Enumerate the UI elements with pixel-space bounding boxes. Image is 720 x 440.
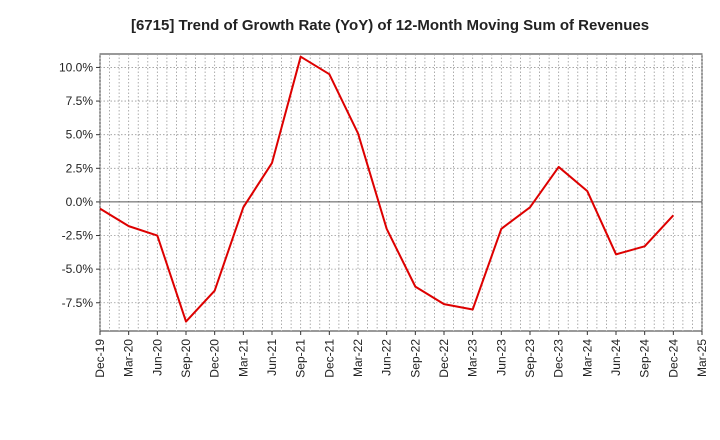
y-tick-label: 2.5%: [66, 161, 94, 175]
x-tick-label: Dec-22: [437, 339, 451, 378]
x-tick-label: Mar-23: [466, 339, 480, 377]
series-layer: [99, 55, 675, 323]
x-tick-label: Mar-25: [695, 339, 709, 377]
x-tick-label: Mar-22: [351, 339, 365, 377]
x-tick-label: Dec-19: [93, 339, 107, 378]
x-tick-label: Sep-21: [294, 339, 308, 378]
chart-title: [6715] Trend of Growth Rate (YoY) of 12-…: [131, 17, 649, 34]
x-tick-label: Mar-24: [580, 339, 594, 377]
x-tick-label: Sep-22: [408, 339, 422, 378]
y-tick-label: 5.0%: [66, 128, 94, 142]
x-tick-label: Sep-24: [638, 339, 652, 378]
y-tick-label: 7.5%: [66, 94, 94, 108]
x-tick-label: Sep-20: [179, 339, 193, 378]
y-tick-label: 10.0%: [59, 60, 93, 74]
grid: [99, 54, 703, 331]
y-tick-label: -5.0%: [62, 262, 94, 276]
y-axis: 10.0% 7.5% 5.0% 2.5% 0.0% -2.5% -5.0% -7.5%: [59, 60, 100, 310]
x-tick-label: Sep-23: [523, 339, 537, 378]
plot-area: [99, 53, 703, 332]
y-tick-label: 0.0%: [66, 195, 94, 209]
x-tick-label: Jun-20: [150, 339, 164, 376]
x-tick-label: Dec-20: [208, 339, 222, 378]
y-tick-label: -7.5%: [62, 296, 94, 310]
x-tick-label: Jun-23: [494, 339, 508, 376]
y-tick-label: -2.5%: [62, 229, 94, 243]
x-tick-label: Jun-22: [380, 339, 394, 376]
x-tick-label: Dec-23: [552, 339, 566, 378]
x-tick-label: Dec-24: [666, 339, 680, 378]
x-tick-label: Mar-20: [122, 339, 136, 377]
x-axis: Dec-19 Mar-20 Jun-20 Sep-20 Dec-20 Mar-21 Jun-…: [93, 331, 709, 378]
x-tick-label: Jun-24: [609, 339, 623, 376]
x-tick-label: Jun-21: [265, 339, 279, 376]
x-tick-label: Mar-21: [236, 339, 250, 377]
x-tick-label: Dec-21: [322, 339, 336, 378]
